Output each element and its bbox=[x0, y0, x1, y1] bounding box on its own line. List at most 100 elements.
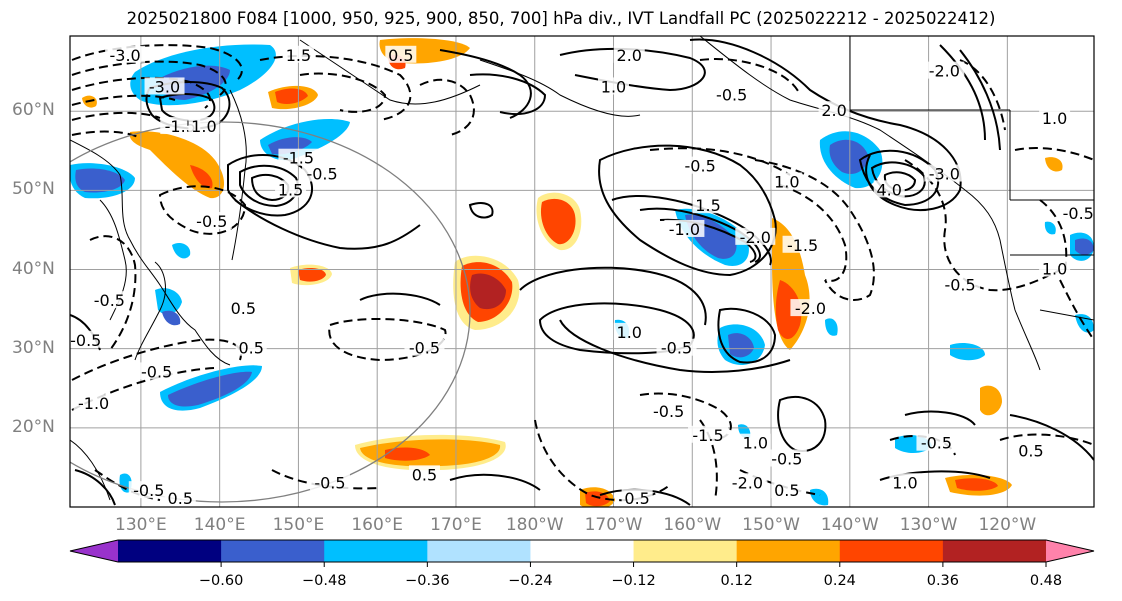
contour-label: -0.5 bbox=[1063, 204, 1094, 223]
contour-label-bg bbox=[782, 235, 823, 253]
colorbar-segment bbox=[530, 540, 635, 562]
contour-label: 1.0 bbox=[743, 434, 768, 453]
contour-label: -0.5 bbox=[133, 481, 164, 500]
contour-label: 1.0 bbox=[774, 172, 799, 191]
longitude-label: 170°E bbox=[430, 515, 482, 535]
contour-label: 1.5 bbox=[286, 46, 311, 65]
contour-label: 1.5 bbox=[278, 180, 303, 199]
contour-label-bg bbox=[235, 338, 267, 356]
contour-label-bg bbox=[309, 473, 350, 491]
contour-label-bg bbox=[916, 433, 957, 451]
latitude-label: 60°N bbox=[12, 100, 55, 121]
contour-label: 1.0 bbox=[1042, 109, 1067, 128]
contour-label: -0.5 bbox=[314, 473, 345, 492]
contour-label-bg bbox=[648, 402, 689, 420]
contour-label-bg bbox=[191, 212, 232, 230]
colorbar-segment bbox=[427, 540, 531, 562]
longitude-label: 160°W bbox=[663, 515, 722, 535]
contour-label: 0.5 bbox=[231, 299, 256, 318]
contour-label-bg bbox=[598, 77, 630, 95]
contour-label-bg bbox=[1039, 109, 1071, 127]
contour-label-bg bbox=[727, 473, 768, 491]
contour-label-bg bbox=[385, 45, 417, 63]
contour-label: -0.5 bbox=[306, 165, 337, 184]
contour-label-bg bbox=[680, 156, 721, 174]
contour-label: 0.5 bbox=[412, 465, 437, 484]
contour-label: 1.0 bbox=[1042, 260, 1067, 279]
contour-label-bg bbox=[771, 172, 803, 190]
contour-label: -1.5 bbox=[692, 426, 723, 445]
contour-label: 2.0 bbox=[617, 46, 642, 65]
contour-label-bg bbox=[1058, 204, 1094, 222]
contour-label: -1.5 bbox=[787, 236, 818, 255]
longitude-label: 150°W bbox=[742, 515, 800, 535]
contour-label-bg bbox=[404, 338, 445, 356]
colorbar-tick-label: 0.36 bbox=[926, 573, 960, 589]
contour-label: -2.0 bbox=[740, 228, 771, 247]
colorbar-tick-label: −0.24 bbox=[508, 573, 553, 589]
contour-label: -1.0 bbox=[669, 220, 700, 239]
colorbar bbox=[69, 539, 1095, 567]
contour-label: 0.5 bbox=[238, 339, 263, 358]
longitude-label: 140°W bbox=[820, 515, 879, 535]
colorbar-tick-label: −0.60 bbox=[198, 573, 244, 589]
contour-label: -0.5 bbox=[653, 402, 684, 421]
contour-label-bg bbox=[164, 489, 196, 507]
longitude-label: 130°W bbox=[899, 515, 958, 535]
contour-label: -1.5 bbox=[165, 117, 196, 136]
contour-label-bg bbox=[766, 449, 807, 467]
latitude-label: 50°N bbox=[12, 179, 55, 200]
contour-label: 0.5 bbox=[774, 481, 799, 500]
contour-label: -0.5 bbox=[771, 450, 802, 469]
contour-label-bg bbox=[735, 227, 776, 245]
contour-label: -3.0 bbox=[929, 165, 960, 184]
contour-label: 1.0 bbox=[892, 473, 917, 492]
contour-label: -0.5 bbox=[921, 434, 952, 453]
contour-label-bg bbox=[188, 117, 220, 135]
colorbar-tick-label: −0.36 bbox=[405, 573, 450, 589]
chart-title: 2025021800 F084 [1000, 950, 925, 900, 85… bbox=[126, 9, 996, 28]
contour-label-bg bbox=[688, 425, 729, 443]
contour-label: 1.0 bbox=[191, 117, 216, 136]
longitude-label: 140°E bbox=[193, 515, 246, 535]
contour-label: -2.0 bbox=[795, 299, 826, 318]
colorbar-extend-low bbox=[70, 540, 118, 562]
contour-label: 0.5 bbox=[168, 489, 193, 508]
contour-label: 2.0 bbox=[821, 101, 846, 120]
contour-label: -0.5 bbox=[70, 331, 101, 350]
colorbar-tick-label: 0.48 bbox=[1029, 573, 1063, 589]
contour-label-bg bbox=[692, 196, 724, 214]
longitude-label: 130°E bbox=[115, 515, 167, 535]
contour-label-bg bbox=[302, 164, 343, 182]
contour-label: -2.0 bbox=[929, 62, 960, 81]
contour-label-bg bbox=[656, 338, 697, 356]
latitude-label: 30°N bbox=[12, 337, 55, 358]
contour-label-bg bbox=[940, 275, 981, 293]
plot-frame bbox=[69, 35, 1095, 508]
contour-label-bg bbox=[278, 148, 319, 166]
longitude-label: 160°E bbox=[351, 515, 404, 535]
contour-label-bg bbox=[818, 101, 850, 119]
contour-label-bg bbox=[144, 77, 185, 95]
landfall-region-circle bbox=[70, 121, 471, 503]
contour-label: -3.0 bbox=[149, 77, 180, 96]
contour-label: -0.5 bbox=[661, 339, 692, 358]
contour-label: 0.5 bbox=[388, 46, 413, 65]
colorbar-segment bbox=[324, 540, 428, 562]
latitude-label: 20°N bbox=[12, 416, 55, 437]
contour-label-bg bbox=[664, 219, 705, 237]
latitude-label: 40°N bbox=[12, 258, 55, 279]
colorbar-segment bbox=[839, 540, 944, 562]
contour-label-bg bbox=[790, 299, 831, 317]
contour-label-bg bbox=[621, 489, 653, 507]
longitude-label: 120°W bbox=[978, 515, 1037, 535]
contour-label: -0.5 bbox=[716, 85, 747, 104]
colorbar-outline bbox=[69, 539, 1095, 563]
contour-label: -1.0 bbox=[78, 394, 109, 413]
contour-label-bg bbox=[1015, 441, 1047, 459]
contour-label: -0.5 bbox=[196, 212, 227, 231]
contour-label-bg bbox=[889, 473, 921, 491]
contour-label-bg bbox=[873, 180, 905, 198]
contour-label-bg bbox=[70, 330, 106, 348]
contour-label: -0.5 bbox=[94, 291, 125, 310]
